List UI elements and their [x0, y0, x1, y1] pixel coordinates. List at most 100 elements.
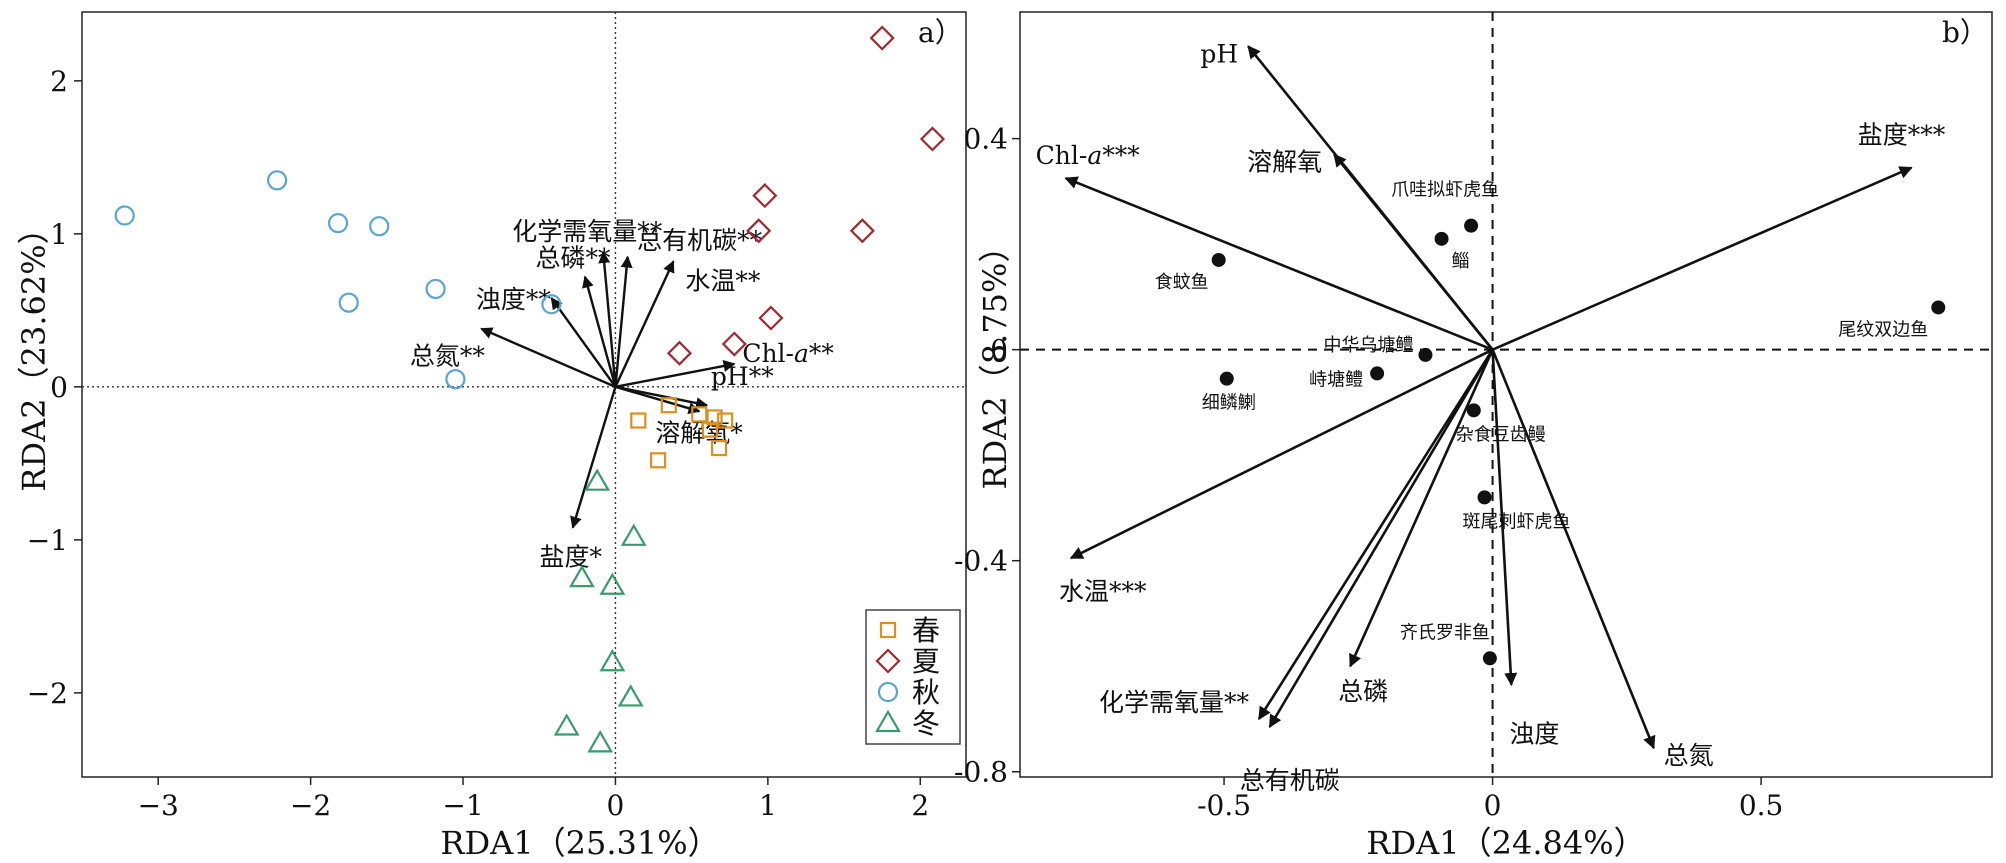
vector-arrow [614, 260, 675, 388]
point-circle [369, 216, 390, 237]
species-point [1482, 651, 1497, 666]
panel-b-plot: -0.5 0 0.5 -0.8 -0.4 0 0.4 pH 溶解氧 Chl-a*** 盐度*** 水… [954, 11, 1993, 862]
x-tick-label: −2 [290, 789, 331, 822]
point-diamond [666, 340, 693, 366]
species-label: 尾纹双边鱼 [1838, 319, 1928, 340]
point-triangle [599, 649, 626, 672]
x-tick-label: 0.5 [1739, 789, 1784, 822]
panel-a-reference-lines [82, 12, 966, 777]
vector-label: 水温** [685, 266, 761, 295]
point-diamond [919, 126, 946, 152]
vector-arrow [1268, 348, 1494, 728]
point-diamond [721, 331, 747, 357]
vector-label: 盐度* [540, 543, 603, 572]
label-part: ** [809, 339, 835, 368]
vector-arrow [550, 297, 617, 388]
legend-label: 春 [912, 614, 940, 647]
panel-a-plot: −3 −2 −1 0 1 2 −2 −1 0 1 2 化学需氧量**总有机碳** 总磷** 水温** 浊度… [15, 11, 967, 862]
point-square [710, 439, 728, 457]
y-tick-label: -0.8 [954, 756, 1008, 789]
vector-arrow [614, 255, 633, 387]
legend-label: 秋 [912, 676, 940, 709]
species-point [1418, 347, 1433, 362]
legend-marker-square [879, 621, 897, 639]
vector-label: pH** [711, 362, 774, 391]
panel-b-axis-ticks: -0.5 0 0.5 -0.8 -0.4 0 0.4 [954, 123, 1783, 822]
vector-arrow [1333, 153, 1494, 351]
point-circle [266, 170, 288, 191]
species-point [1466, 403, 1481, 418]
panel-b-x-axis-title: RDA1（24.84%） [1366, 824, 1645, 862]
vector-label: 浊度 [1509, 720, 1559, 749]
species-point [1219, 371, 1234, 386]
vector-arrow [598, 251, 617, 387]
point-triangle [584, 468, 611, 491]
vector-arrow [615, 385, 709, 409]
panel-a-axis-ticks: −3 −2 −1 0 1 2 −2 −1 0 1 2 [27, 65, 929, 822]
label-part: a [794, 339, 809, 368]
point-diamond [869, 25, 895, 51]
panel-b-reference-lines [1020, 12, 1992, 777]
point-circle [445, 369, 466, 390]
vector-label: 水温*** [1059, 577, 1147, 606]
legend-label: 夏 [912, 645, 940, 678]
vector-arrow [582, 275, 617, 388]
y-tick-label: 0.4 [963, 123, 1008, 156]
legend-marker-circle [877, 681, 899, 703]
y-tick-label: 0 [50, 371, 68, 404]
species-label: 斑尾刺虾虎鱼 [1463, 511, 1571, 532]
panel-b-frame [1019, 11, 1993, 778]
vector-label: Chl-a** [742, 339, 834, 368]
point-diamond [752, 183, 778, 209]
panel-a-label: a） [918, 16, 963, 49]
vector-arrow [1349, 349, 1494, 668]
label-part: a [1087, 141, 1102, 170]
label-part: *** [1102, 141, 1140, 170]
point-circle [114, 205, 135, 226]
x-tick-label: −1 [442, 789, 483, 822]
y-tick-label: -0.4 [954, 545, 1008, 578]
vector-arrow [1257, 348, 1494, 721]
point-triangle [553, 713, 580, 736]
vector-arrow [570, 386, 617, 529]
y-tick-label: 2 [50, 65, 68, 98]
y-tick-label: 0 [990, 334, 1008, 367]
vector-arrow [615, 385, 701, 415]
x-tick-label: -0.5 [1197, 789, 1251, 822]
species-point [1434, 231, 1449, 246]
vector-label: 盐度*** [1858, 121, 1946, 150]
vector-arrow [480, 327, 616, 388]
panel-a-vectors: 化学需氧量**总有机碳**总磷**水温**浊度**总氮** Chl-a**pH**… [410, 217, 835, 571]
vector-label: 总磷 [1338, 677, 1388, 706]
point-circle [541, 294, 562, 315]
panel-a-y-axis-title: RDA2（23.62%） [15, 212, 53, 491]
point-circle [425, 278, 446, 300]
label-part: Chl- [1036, 141, 1088, 170]
vector-arrow [615, 360, 736, 389]
panel-a-points [114, 25, 946, 753]
point-triangle [569, 564, 595, 588]
x-tick-label: −3 [138, 789, 179, 822]
legend-marker-diamond [875, 648, 901, 674]
species-label: 杂食豆齿鳗 [1456, 424, 1546, 445]
vector-label: 浊度** [476, 285, 552, 314]
species-label: 食蚊鱼 [1155, 272, 1209, 293]
point-triangle [620, 523, 647, 546]
point-square [630, 412, 647, 429]
vector-label: 总有机碳** [637, 226, 763, 255]
point-triangle [617, 684, 644, 707]
x-tick-label: 1 [759, 789, 777, 822]
y-tick-label: −1 [27, 524, 68, 557]
species-point [1211, 252, 1226, 267]
vector-label: 溶解氧* [655, 418, 743, 447]
panel-b-label: b） [1942, 16, 1988, 49]
vector-arrow [1492, 166, 1913, 351]
point-square [660, 397, 677, 414]
point-triangle [599, 572, 626, 595]
vector-label: 总有机碳 [1240, 766, 1340, 795]
vector-label: pH [1200, 39, 1238, 68]
vector-arrow [1064, 176, 1494, 351]
species-label: 爪哇拟虾虎鱼 [1391, 180, 1499, 201]
